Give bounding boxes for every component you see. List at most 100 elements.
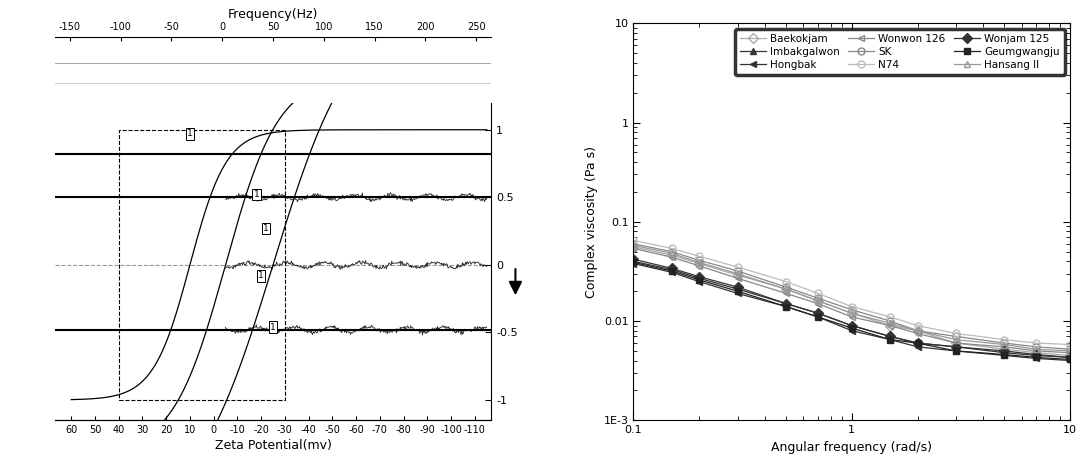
SK [1064, 347, 1077, 352]
Geumgwangju [949, 348, 962, 354]
Text: 1: 1 [263, 224, 269, 233]
Baekokjam [911, 328, 924, 333]
Hansang II [731, 271, 744, 276]
Text: 1: 1 [253, 190, 259, 199]
SK [883, 318, 897, 324]
Hongbak [780, 304, 793, 309]
N74 [1064, 342, 1077, 347]
SK [627, 241, 640, 247]
Hansang II [627, 242, 640, 248]
X-axis label: Zeta Potential(mv): Zeta Potential(mv) [214, 439, 332, 453]
Hansang II [845, 311, 858, 316]
SK [998, 340, 1011, 346]
Wonwon 126 [665, 255, 678, 260]
Line: Geumgwangju: Geumgwangju [630, 259, 1073, 363]
Hongbak [949, 348, 962, 354]
Baekokjam [1030, 350, 1043, 355]
Line: Hansang II: Hansang II [630, 242, 1073, 354]
Wonwon 126 [627, 246, 640, 251]
Wonwon 126 [692, 263, 705, 269]
SK [731, 268, 744, 274]
Hansang II [1064, 348, 1077, 354]
SK [1030, 344, 1043, 350]
Text: 1: 1 [187, 129, 193, 138]
SK [911, 328, 924, 333]
Hansang II [998, 342, 1011, 347]
Baekokjam [845, 311, 858, 316]
Imbakgalwon [883, 333, 897, 339]
Wonwon 126 [731, 276, 744, 281]
Imbakgalwon [998, 350, 1011, 355]
Text: 1: 1 [270, 323, 276, 332]
Hongbak [665, 269, 678, 275]
Hongbak [911, 344, 924, 350]
N74 [845, 304, 858, 309]
Geumgwangju [780, 304, 793, 309]
Line: Baekokjam: Baekokjam [630, 243, 1073, 359]
SK [692, 257, 705, 263]
Wonwon 126 [780, 290, 793, 296]
Hongbak [845, 328, 858, 333]
Baekokjam [731, 272, 744, 278]
Geumgwangju [911, 340, 924, 346]
Line: N74: N74 [630, 237, 1073, 348]
Geumgwangju [845, 325, 858, 331]
Hongbak [998, 353, 1011, 358]
Hongbak [811, 314, 824, 320]
Wonjam 125 [1030, 352, 1043, 357]
X-axis label: Frequency(Hz): Frequency(Hz) [228, 8, 318, 21]
Line: Wonwon 126: Wonwon 126 [630, 245, 1073, 356]
Baekokjam [998, 347, 1011, 352]
SK [811, 296, 824, 301]
SK [780, 284, 793, 290]
Wonwon 126 [998, 344, 1011, 350]
Wonjam 125 [883, 333, 897, 339]
Wonjam 125 [665, 266, 678, 271]
Geumgwangju [692, 277, 705, 283]
Wonwon 126 [845, 314, 858, 320]
Hansang II [665, 251, 678, 256]
SK [845, 307, 858, 312]
Wonwon 126 [883, 323, 897, 328]
N74 [811, 290, 824, 296]
N74 [665, 246, 678, 251]
Hansang II [911, 328, 924, 333]
Wonwon 126 [811, 301, 824, 306]
Imbakgalwon [845, 323, 858, 328]
N74 [883, 314, 897, 320]
N74 [780, 279, 793, 284]
X-axis label: Angular frequency (rad/s): Angular frequency (rad/s) [771, 441, 933, 454]
Baekokjam [949, 340, 962, 346]
Hongbak [1030, 356, 1043, 361]
Baekokjam [665, 253, 678, 258]
Wonjam 125 [731, 284, 744, 290]
Text: 1: 1 [258, 271, 264, 280]
N74 [627, 238, 640, 243]
Imbakgalwon [949, 344, 962, 350]
Legend: Baekokjam, Imbakgalwon, Hongbak, Wonwon 126, SK, N74, Wonjam 125, Geumgwangju, H: Baekokjam, Imbakgalwon, Hongbak, Wonwon … [735, 28, 1065, 75]
Imbakgalwon [911, 340, 924, 346]
Wonjam 125 [949, 344, 962, 350]
Hongbak [883, 337, 897, 342]
Imbakgalwon [1064, 354, 1077, 360]
Imbakgalwon [665, 267, 678, 272]
Line: Imbakgalwon: Imbakgalwon [630, 258, 1073, 361]
Geumgwangju [883, 337, 897, 342]
N74 [731, 264, 744, 270]
Baekokjam [627, 244, 640, 250]
Wonjam 125 [811, 311, 824, 316]
Hansang II [1030, 347, 1043, 352]
Line: SK: SK [630, 241, 1073, 353]
Baekokjam [780, 286, 793, 292]
Geumgwangju [998, 352, 1011, 357]
N74 [949, 331, 962, 336]
Hongbak [731, 290, 744, 296]
N74 [692, 254, 705, 259]
Wonwon 126 [1030, 348, 1043, 354]
Wonjam 125 [998, 348, 1011, 354]
Hansang II [883, 320, 897, 326]
Imbakgalwon [692, 276, 705, 281]
Imbakgalwon [780, 301, 793, 306]
Line: Hongbak: Hongbak [630, 260, 1073, 364]
Wonwon 126 [911, 331, 924, 336]
